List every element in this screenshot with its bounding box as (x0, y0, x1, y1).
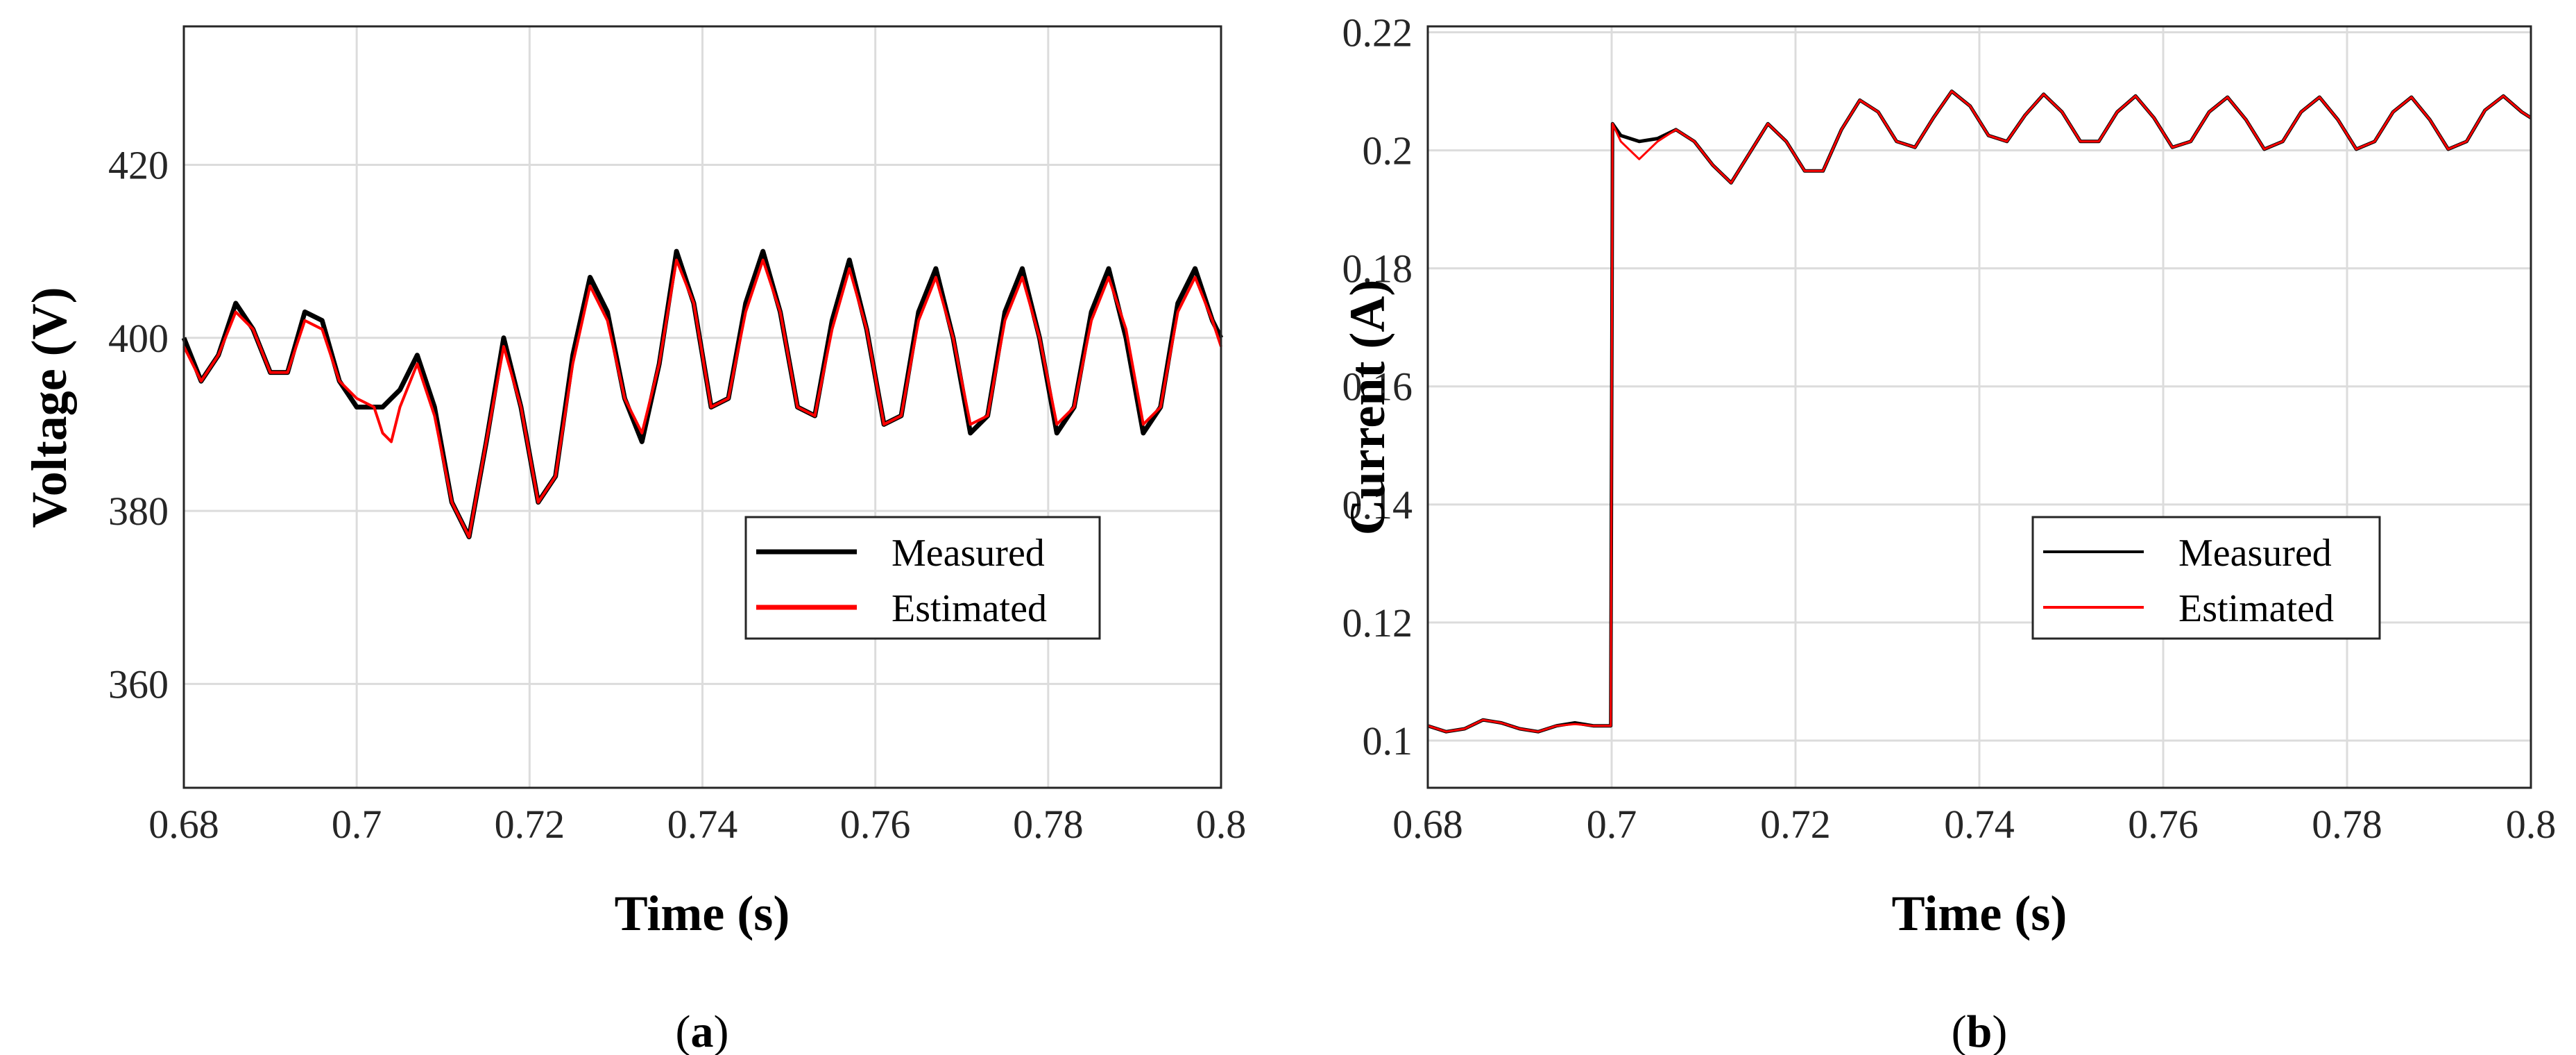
y-tick-label: 0.14 (1342, 482, 1413, 528)
panel-b-caption: (b) (1952, 1006, 2008, 1055)
panel-a-y-ticks: 360 380 400 420 (108, 142, 169, 707)
panel-b-y-axis-label: Current (A) (1340, 280, 1395, 536)
series-line-estimated (182, 258, 1222, 539)
panel-b-legend-box (2031, 516, 2381, 640)
panel-a-y-axis-label: Voltage (V) (22, 287, 77, 528)
panel-a-legend-box (744, 516, 1101, 640)
panel-a-caption: (a) (676, 1006, 729, 1055)
y-tick-label: 420 (108, 142, 169, 187)
panel-a-series (181, 248, 1224, 539)
y-tick-label: 360 (108, 661, 169, 707)
x-tick-label: 0.68 (148, 802, 219, 847)
panel-b-legend: Measured Estimated (2031, 516, 2381, 640)
x-tick-label: 0.8 (2506, 802, 2557, 847)
panel-b-grid (1426, 26, 2532, 788)
panel-a-caption-letter: a (691, 1006, 714, 1055)
panel-b-caption-letter: b (1967, 1006, 1993, 1055)
panel-b-current-chart: 0.68 0.7 0.72 0.74 0.76 0.78 0.8 0.10.120.140.… (1340, 10, 2556, 1055)
y-tick-label: 0.18 (1342, 246, 1413, 292)
x-tick-label: 0.72 (1760, 802, 1831, 847)
x-tick-label: 0.78 (2312, 802, 2382, 847)
x-tick-label: 0.74 (1944, 802, 2015, 847)
y-tick-label: 0.16 (1342, 364, 1413, 410)
x-tick-label: 0.74 (667, 802, 738, 847)
panel-a-x-ticks: 0.68 0.7 0.72 0.74 0.76 0.78 0.8 (148, 802, 1246, 847)
panel-b-y-ticks: 0.1 0.12 0.14 0.16 0.18 0.2 0.22 (1342, 10, 1413, 763)
y-tick-label: 380 (108, 489, 169, 534)
panel-b-legend-measured-label: Measured (2178, 532, 2332, 575)
y-tick-label: 0.1 (1363, 718, 1413, 763)
y-tick-label: 0.12 (1342, 600, 1413, 645)
panel-a-grid (182, 26, 1222, 788)
panel-b-plot-frame (1426, 25, 2532, 789)
x-tick-label: 0.7 (332, 802, 382, 847)
x-tick-label: 0.7 (1587, 802, 1637, 847)
y-tick-label: 0.2 (1363, 128, 1413, 174)
panel-a-legend-estimated-label: Estimated (892, 587, 1047, 630)
x-tick-label: 0.8 (1196, 802, 1247, 847)
x-tick-label: 0.72 (495, 802, 565, 847)
series-line-estimated (1427, 90, 2532, 733)
panel-b-x-axis-label: Time (s) (1892, 886, 2067, 941)
y-tick-label: 400 (108, 316, 169, 361)
panel-a-voltage-chart: 0.68 0.7 0.72 0.74 0.76 0.78 0.8 360380400420 … (22, 25, 1246, 1055)
x-tick-label: 0.68 (1392, 802, 1463, 847)
panel-a-legend-measured-label: Measured (892, 532, 1045, 575)
panel-b-legend-estimated-label: Estimated (2178, 587, 2334, 630)
panel-a-x-axis-label: Time (s) (615, 886, 790, 941)
panel-a-plot-frame (182, 25, 1222, 789)
x-tick-label: 0.76 (840, 802, 911, 847)
panel-b-series (1427, 90, 2532, 734)
panel-a-legend: Measured Estimated (744, 516, 1101, 640)
x-tick-label: 0.76 (2128, 802, 2199, 847)
x-tick-label: 0.78 (1013, 802, 1084, 847)
panel-b-x-ticks: 0.68 0.7 0.72 0.74 0.76 0.78 0.8 (1392, 802, 2556, 847)
y-tick-label: 0.22 (1342, 10, 1413, 56)
